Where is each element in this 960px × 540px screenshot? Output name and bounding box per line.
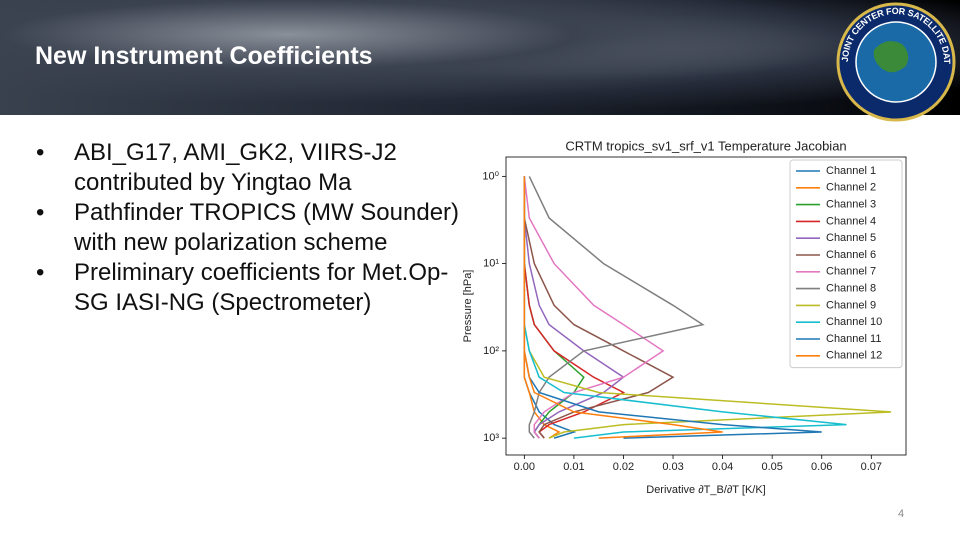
page-number: 4 [898, 508, 905, 520]
legend-label: Channel 1 [826, 165, 876, 177]
x-tick-label: 0.06 [811, 461, 832, 473]
series-line [523, 176, 723, 439]
bullet: ABI_G17, AMI_GK2, VIIRS-J2 contributed b… [30, 138, 470, 198]
y-tick-label: 10³ [483, 432, 499, 444]
x-tick-label: 0.00 [514, 461, 535, 473]
legend-label: Channel 12 [826, 350, 882, 362]
x-axis-label: Derivative ∂T_B/∂T [K/K] [646, 484, 765, 496]
bullet: Pathfinder TROPICS (MW Sounder) with new… [30, 198, 470, 258]
y-tick-label: 10⁰ [482, 170, 499, 182]
y-tick-label: 10² [483, 345, 499, 357]
y-axis-label: Pressure [hPa] [462, 270, 474, 343]
logo-text: JOINT CENTER FOR SATELLITE DATA ASSIMILA… [0, 0, 952, 65]
legend-label: Channel 9 [826, 299, 876, 311]
slide-title: New Instrument Coefficients [35, 42, 373, 70]
bullet-list: ABI_G17, AMI_GK2, VIIRS-J2 contributed b… [30, 138, 470, 318]
chart-title: CRTM tropics_sv1_srf_v1 Temperature Jaco… [565, 138, 846, 153]
legend-label: Channel 4 [826, 215, 876, 227]
logo: JOINT CENTER FOR SATELLITE DATA ASSIMILA… [0, 0, 956, 122]
x-tick-label: 0.02 [613, 461, 634, 473]
legend-label: Channel 10 [826, 316, 882, 328]
legend-label: Channel 7 [826, 266, 876, 278]
bullet: Preliminary coefficients for Met.Op-SG I… [30, 258, 470, 318]
x-tick-label: 0.05 [761, 461, 782, 473]
x-tick-label: 0.03 [662, 461, 683, 473]
x-tick-label: 0.04 [712, 461, 733, 473]
x-tick-label: 0.07 [861, 461, 882, 473]
legend-box [789, 159, 903, 369]
logo-text-path: JOINT CENTER FOR SATELLITE DATA ASSIMILA… [0, 0, 952, 65]
series-line [528, 176, 705, 439]
x-tick-label: 0.01 [563, 461, 584, 473]
series-line [523, 176, 675, 439]
series-line [523, 176, 665, 439]
legend-label: Channel 5 [826, 232, 876, 244]
header-banner: New Instrument Coefficients [0, 0, 960, 115]
y-tick-label: 10¹ [483, 258, 499, 270]
legend-label: Channel 3 [826, 199, 876, 211]
legend-label: Channel 2 [826, 182, 876, 194]
plot-frame [505, 156, 907, 456]
series-line [523, 176, 625, 439]
legend-label: Channel 11 [826, 333, 881, 345]
legend-label: Channel 6 [826, 249, 876, 261]
legend-label: Channel 8 [826, 283, 876, 295]
